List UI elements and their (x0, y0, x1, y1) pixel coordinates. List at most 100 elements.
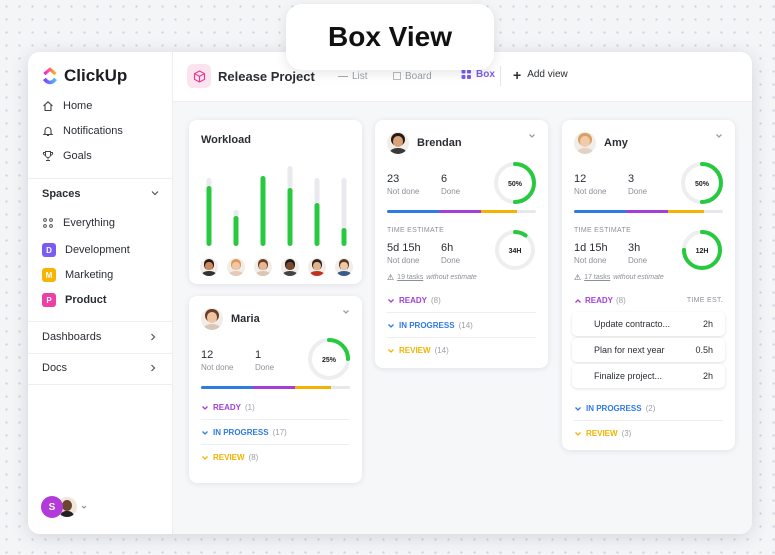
group-name: READY (585, 296, 614, 305)
group-name: REVIEW (213, 453, 245, 462)
progress-ring-label: 25% (322, 357, 337, 364)
group-name: READY (213, 403, 242, 412)
project-icon (187, 64, 211, 88)
task-row[interactable]: Update contracto... 2h (572, 312, 725, 336)
chevron-down-icon (202, 405, 208, 410)
status-group-ready[interactable]: READY (8) (387, 296, 536, 305)
done-label: Done (441, 187, 461, 196)
task-estimate: 0.5h (695, 345, 713, 355)
done-label: Done (628, 187, 648, 196)
space-label: Development (65, 244, 130, 256)
person-name: Maria (231, 313, 260, 325)
progress-segment (574, 210, 627, 213)
space-label: Marketing (65, 269, 114, 281)
topbar-divider (500, 66, 501, 86)
estimate-done: 6h (441, 242, 454, 254)
topbar: Release Project List Board Box + Add vie… (173, 52, 752, 102)
task-row[interactable]: Finalize project... 2h (572, 364, 725, 388)
status-group-review[interactable]: REVIEW (14) (387, 346, 536, 355)
workload-avatar[interactable] (335, 258, 353, 276)
space-everything[interactable]: Everything (42, 217, 115, 229)
status-progress-bar (387, 210, 536, 213)
space-product[interactable]: P Product (42, 293, 107, 307)
status-group-in-progress[interactable]: IN PROGRESS (14) (387, 321, 536, 330)
collapse-button[interactable] (342, 308, 350, 318)
task-row[interactable]: Plan for next year 0.5h (572, 338, 725, 362)
user-menu[interactable]: S (41, 496, 88, 518)
group-count: (14) (458, 321, 473, 330)
status-group-in-progress[interactable]: IN PROGRESS (17) (201, 428, 350, 437)
chevron-down-icon (388, 323, 394, 328)
status-group-review[interactable]: REVIEW (8) (201, 453, 350, 462)
chevron-down-icon (388, 298, 394, 303)
workload-avatar[interactable] (281, 258, 299, 276)
task-estimate: 2h (702, 319, 713, 329)
spaces-header[interactable]: Spaces (42, 188, 160, 200)
main-content: Release Project List Board Box + Add vie… (173, 52, 752, 534)
app-name: ClickUp (64, 66, 128, 85)
group-count: (1) (245, 403, 255, 412)
group-divider (387, 312, 536, 313)
not-done-count: 12 (201, 349, 214, 361)
group-name: READY (399, 296, 428, 305)
tab-list[interactable]: List (338, 71, 368, 82)
task-name: Update contracto... (594, 319, 671, 329)
progress-segment (387, 210, 440, 213)
progress-ring: 50% (494, 162, 536, 204)
group-count: (17) (272, 428, 287, 437)
project-title[interactable]: Release Project (218, 69, 315, 84)
missing-estimate-warning: ⚠ 19 tasks without estimate (387, 273, 477, 282)
workload-bar (341, 228, 347, 246)
space-avatar-d: D (42, 243, 56, 257)
chevron-up-icon (575, 298, 581, 303)
warning-count[interactable]: 17 tasks (584, 274, 611, 281)
warning-icon: ⚠ (574, 273, 582, 282)
nav-goals[interactable]: Goals (42, 150, 92, 162)
status-group-in-progress[interactable]: IN PROGRESS (2) (574, 404, 723, 413)
workload-avatar[interactable] (308, 258, 326, 276)
app-logo[interactable]: ClickUp (42, 66, 127, 86)
workload-avatar[interactable] (254, 258, 272, 276)
user-avatar: S (41, 496, 63, 518)
workload-card: Workload (189, 120, 362, 284)
collapse-button[interactable] (715, 132, 723, 142)
tab-box[interactable]: Box (461, 69, 495, 80)
nav-home[interactable]: Home (42, 100, 92, 112)
progress-segment (253, 386, 295, 389)
done-label: Done (628, 256, 648, 265)
progress-segment (626, 210, 668, 213)
time-estimate-label: TIME ESTIMATE (574, 227, 632, 234)
progress-ring-arc (494, 162, 536, 204)
clickup-logo-icon (43, 67, 57, 85)
everything-label: Everything (63, 217, 115, 229)
space-avatar-p: P (42, 293, 56, 307)
nav-notifications[interactable]: Notifications (42, 125, 123, 137)
status-group-ready[interactable]: READY (1) (201, 403, 350, 412)
add-view-button[interactable]: + Add view (513, 68, 568, 82)
group-count: (14) (434, 346, 449, 355)
space-development[interactable]: D Development (42, 243, 130, 257)
workload-avatar[interactable] (200, 258, 218, 276)
workload-avatar[interactable] (227, 258, 245, 276)
progress-ring-arc (495, 230, 535, 270)
space-marketing[interactable]: M Marketing (42, 268, 113, 282)
progress-ring-label: 12H (696, 248, 709, 255)
done-count: 3 (628, 173, 635, 185)
task-estimate: 2h (702, 371, 713, 381)
tab-board[interactable]: Board (393, 71, 432, 82)
done-label: Done (255, 363, 275, 372)
person-card-maria: Maria 12 Not done 1 Done 25% READY (1) IN PROGRE… (189, 296, 362, 483)
workload-bars (206, 166, 347, 246)
tab-board-label: Board (405, 71, 432, 82)
group-name: REVIEW (399, 346, 431, 355)
collapse-button[interactable] (528, 132, 536, 142)
sidebar-docs[interactable]: Docs (42, 362, 158, 374)
group-name: IN PROGRESS (586, 404, 642, 413)
warning-count[interactable]: 19 tasks (397, 274, 424, 281)
progress-ring-arc (682, 230, 722, 270)
status-group-review[interactable]: REVIEW (3) (574, 429, 723, 438)
sidebar-dashboards[interactable]: Dashboards (42, 331, 158, 343)
chevron-down-icon (202, 430, 208, 435)
estimate-ring: 12H (682, 230, 722, 270)
group-header-ready[interactable]: READY (8) TIME EST. (574, 296, 723, 305)
